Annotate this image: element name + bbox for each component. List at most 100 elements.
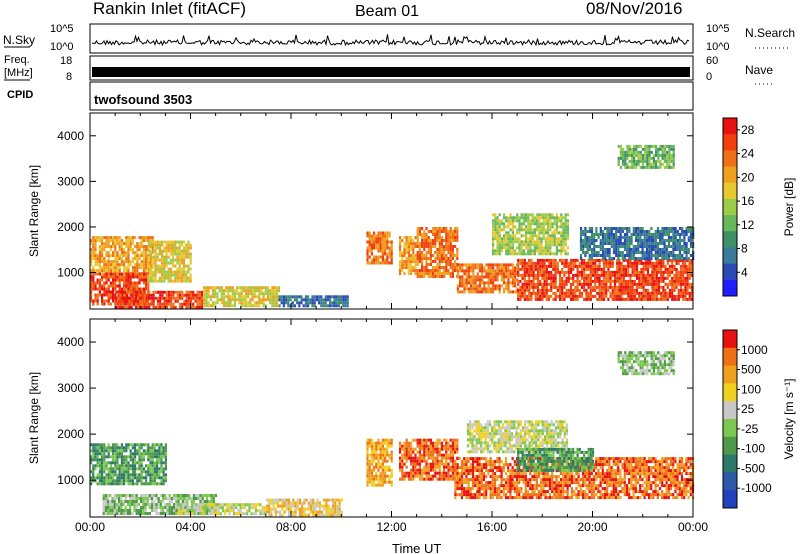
data-cell [624,285,628,289]
data-cell [118,473,121,477]
data-cell [662,297,665,301]
data-cell [103,287,106,291]
data-cell [443,251,446,254]
data-cell [109,245,112,249]
data-cell [109,254,112,258]
data-cell [270,513,273,517]
data-cell [609,294,612,298]
power-region [147,240,192,283]
data-cell [203,304,206,308]
data-cell [187,264,190,268]
data-cell [137,293,140,297]
data-cell [157,500,160,503]
data-cell [594,276,597,280]
data-cell [626,147,629,151]
data-cell [555,213,558,217]
data-cell [532,291,535,295]
data-cell [412,239,415,243]
y-tick-label: 4000 [57,129,84,143]
data-cell [451,245,454,248]
data-cell [125,242,128,246]
data-cell [127,239,130,243]
data-cell [624,258,628,262]
data-cell [670,230,673,233]
data-cell [107,302,110,306]
cpid-label: CPID [7,89,33,101]
data-cell [545,285,548,289]
data-cell [151,494,154,497]
data-cell [115,494,118,497]
data-cell [668,156,671,160]
data-cell [212,509,215,512]
data-cell [651,270,654,274]
data-cell [173,503,176,506]
data-cell [158,246,161,250]
data-cell [461,278,464,282]
data-cell [509,213,512,217]
data-cell [241,503,244,507]
data-cell [175,497,178,500]
data-cell [142,503,145,506]
data-cell [163,261,166,265]
data-cell [476,290,479,294]
data-cell [494,252,497,256]
data-cell [146,497,149,500]
data-cell [445,266,448,269]
data-cell [120,461,123,465]
data-cell [518,228,521,232]
data-cell [220,301,223,305]
data-cell [105,290,108,294]
data-cell [613,276,617,280]
data-cell [320,301,323,305]
data-cell [623,245,627,248]
data-cell [628,245,631,248]
data-cell [107,272,110,276]
data-cell [580,264,584,268]
data-cell [563,279,566,283]
data-cell [436,257,439,260]
data-cell [638,282,641,286]
data-cell [172,290,175,294]
data-cell [644,291,647,295]
data-cell [653,261,656,265]
data-cell [624,267,628,271]
data-cell [206,506,209,510]
data-cell [511,249,514,253]
data-cell [185,264,188,268]
data-cell [381,231,384,235]
data-cell [675,270,678,274]
data-cell [615,248,618,251]
data-cell [162,467,165,471]
data-cell [160,446,163,450]
data-cell [525,279,529,283]
data-cell [646,294,650,298]
data-cell [494,231,497,235]
data-cell [109,281,112,285]
data-cell [116,476,119,480]
data-cell [551,252,554,256]
data-cell [185,276,188,280]
data-cell [150,276,153,280]
data-cell [561,279,564,283]
data-cell [598,276,601,280]
data-cell [474,278,477,282]
data-cell [123,446,126,450]
data-cell [646,282,650,286]
data-cell [631,294,634,298]
data-cell [478,290,481,294]
data-cell [500,272,503,276]
data-cell [623,248,627,251]
data-cell [94,467,97,471]
data-cell [379,246,382,250]
data-cell [670,153,673,157]
data-cell [624,288,628,292]
data-cell [276,504,280,508]
data-cell [660,285,663,289]
data-cell [264,292,267,296]
data-cell [569,291,573,295]
data-cell [134,482,137,486]
data-cell [140,500,143,503]
data-cell [672,254,675,257]
data-cell [150,296,153,300]
data-cell [282,304,285,308]
